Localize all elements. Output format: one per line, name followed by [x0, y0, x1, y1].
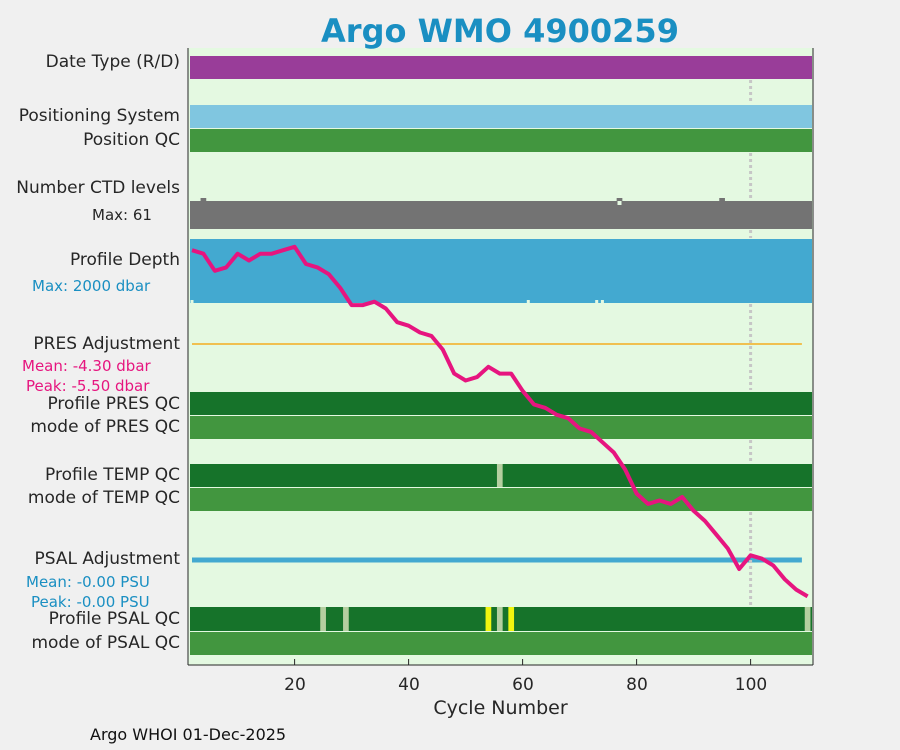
label-psal-peak: Peak: -0.00 PSU: [31, 593, 150, 611]
positioning-system-bar: [190, 105, 812, 128]
psal-qc-yellow-flag: [508, 607, 515, 631]
label-psal-adjustment: PSAL Adjustment: [34, 549, 180, 569]
ctd-level-spike: [200, 198, 207, 201]
label-mode-pres-qc: mode of PRES QC: [30, 417, 180, 437]
date-type-bar: [190, 56, 812, 79]
profile-depth-notch: [526, 300, 530, 304]
label-pres-mean: Mean: -4.30 dbar: [22, 357, 151, 375]
label-profile-psal-qc: Profile PSAL QC: [48, 609, 180, 629]
x-tick-label: 60: [512, 675, 534, 695]
label-date-type: Date Type (R/D): [45, 52, 180, 72]
label-profile-pres-qc: Profile PRES QC: [47, 394, 180, 414]
ctd-level-notch: [617, 201, 622, 205]
label-psal-mean: Mean: -0.00 PSU: [26, 573, 150, 591]
label-pres-adjustment: PRES Adjustment: [33, 334, 180, 354]
footer-credit: Argo WHOI 01-Dec-2025: [90, 725, 287, 744]
x-tick-label: 100: [734, 675, 768, 695]
label-positioning-system: Positioning System: [18, 106, 180, 126]
label-depth-max: Max: 2000 dbar: [32, 277, 151, 295]
ctd-levels-bar: [190, 201, 812, 229]
profile-pres-qc-bar: [190, 392, 812, 415]
label-ctd-max: Max: 61: [92, 206, 152, 224]
psal-qc-light-flag: [320, 607, 326, 631]
psal-qc-light-flag: [804, 607, 811, 631]
psal-qc-light-flag: [496, 607, 503, 631]
label-profile-temp-qc: Profile TEMP QC: [45, 465, 180, 485]
psal-qc-yellow-flag: [485, 607, 492, 631]
position-qc-bar: [190, 129, 812, 152]
chart-title: Argo WMO 4900259: [321, 12, 679, 50]
mode-pres-qc-bar: [190, 416, 812, 439]
psal-qc-light-flag: [343, 607, 349, 631]
profile-depth-bar: [190, 239, 812, 303]
profile-depth-notch: [600, 300, 604, 304]
label-position-qc: Position QC: [83, 130, 180, 150]
x-tick-label: 20: [284, 675, 306, 695]
label-mode-psal-qc: mode of PSAL QC: [31, 633, 180, 653]
x-tick-label: 40: [398, 675, 420, 695]
mode-temp-qc-bar: [190, 488, 812, 511]
profile-depth-notch: [190, 300, 194, 304]
label-profile-depth: Profile Depth: [69, 250, 180, 270]
label-number-ctd-levels: Number CTD levels: [16, 178, 180, 198]
mode-psal-qc-bar: [190, 632, 812, 655]
label-mode-temp-qc: mode of TEMP QC: [27, 488, 180, 508]
ctd-level-spike: [719, 198, 725, 201]
temp-qc-flag: [496, 464, 503, 487]
trend-line: [191, 244, 809, 599]
x-axis-label: Cycle Number: [433, 697, 568, 719]
x-tick-label: 80: [626, 675, 648, 695]
profile-depth-notch: [595, 300, 599, 304]
label-pres-peak: Peak: -5.50 dbar: [26, 377, 150, 395]
ctd-level-spike: [616, 198, 623, 201]
